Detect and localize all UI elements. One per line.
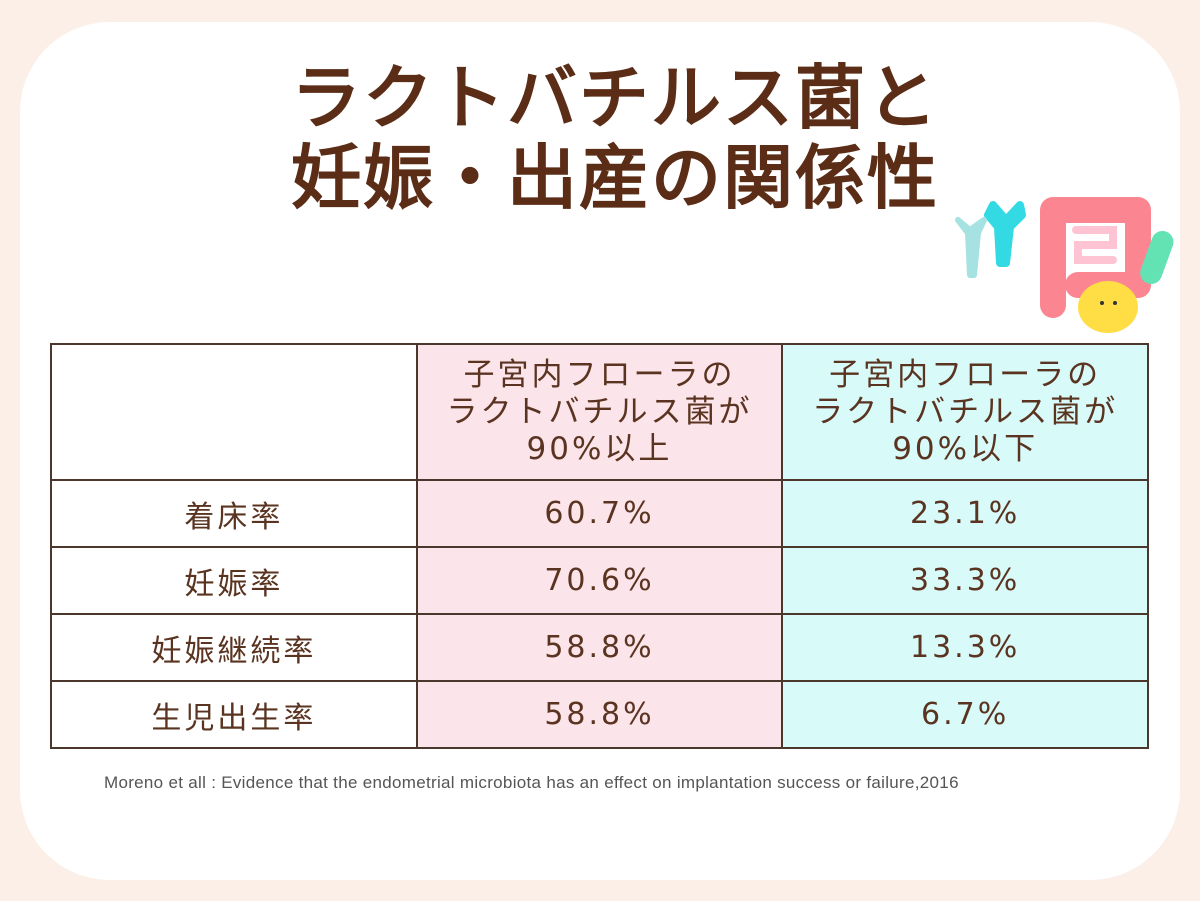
green-bacteria-icon: [1140, 230, 1174, 284]
table-row: 着床率 60.7% 23.1%: [50, 479, 1149, 548]
light-blue-bacteria-icon: [955, 217, 987, 278]
table-row: 生児出生率 58.8% 6.7%: [50, 680, 1149, 749]
page-title: ラクトバチルス菌と 妊娠・出産の関係性: [0, 58, 1200, 218]
header-low: 子宮内フローラの ラクトバチルス菌が 90%以下: [781, 343, 1149, 481]
title-line-1: ラクトバチルス菌と: [291, 57, 939, 139]
blue-bacteria-icon: [984, 201, 1026, 267]
cell-low: 33.3%: [781, 546, 1149, 615]
cell-high: 60.7%: [415, 479, 784, 548]
title-line-2: 妊娠・出産の関係性: [291, 137, 939, 219]
table-row: 妊娠率 70.6% 33.3%: [50, 546, 1149, 615]
row-label: 着床率: [50, 479, 418, 548]
comparison-table: 子宮内フローラの ラクトバチルス菌が 90%以上 子宮内フローラの ラクトバチル…: [50, 343, 1149, 749]
header-high: 子宮内フローラの ラクトバチルス菌が 90%以上: [415, 343, 784, 481]
row-label: 妊娠率: [50, 546, 418, 615]
row-label: 生児出生率: [50, 680, 418, 749]
cell-high: 58.8%: [415, 680, 784, 749]
cell-high: 70.6%: [415, 546, 784, 615]
cell-low: 6.7%: [781, 680, 1149, 749]
header-empty: [50, 343, 418, 481]
yellow-bacteria-icon: [1078, 281, 1138, 333]
cell-low: 23.1%: [781, 479, 1149, 548]
cell-high: 58.8%: [415, 613, 784, 682]
table-header-row: 子宮内フローラの ラクトバチルス菌が 90%以上 子宮内フローラの ラクトバチル…: [50, 343, 1149, 481]
intestine-bacteria-illustration: [955, 197, 1174, 333]
cell-low: 13.3%: [781, 613, 1149, 682]
citation: Moreno et all : Evidence that the endome…: [104, 773, 959, 792]
row-label: 妊娠継続率: [50, 613, 418, 682]
table-row: 妊娠継続率 58.8% 13.3%: [50, 613, 1149, 682]
